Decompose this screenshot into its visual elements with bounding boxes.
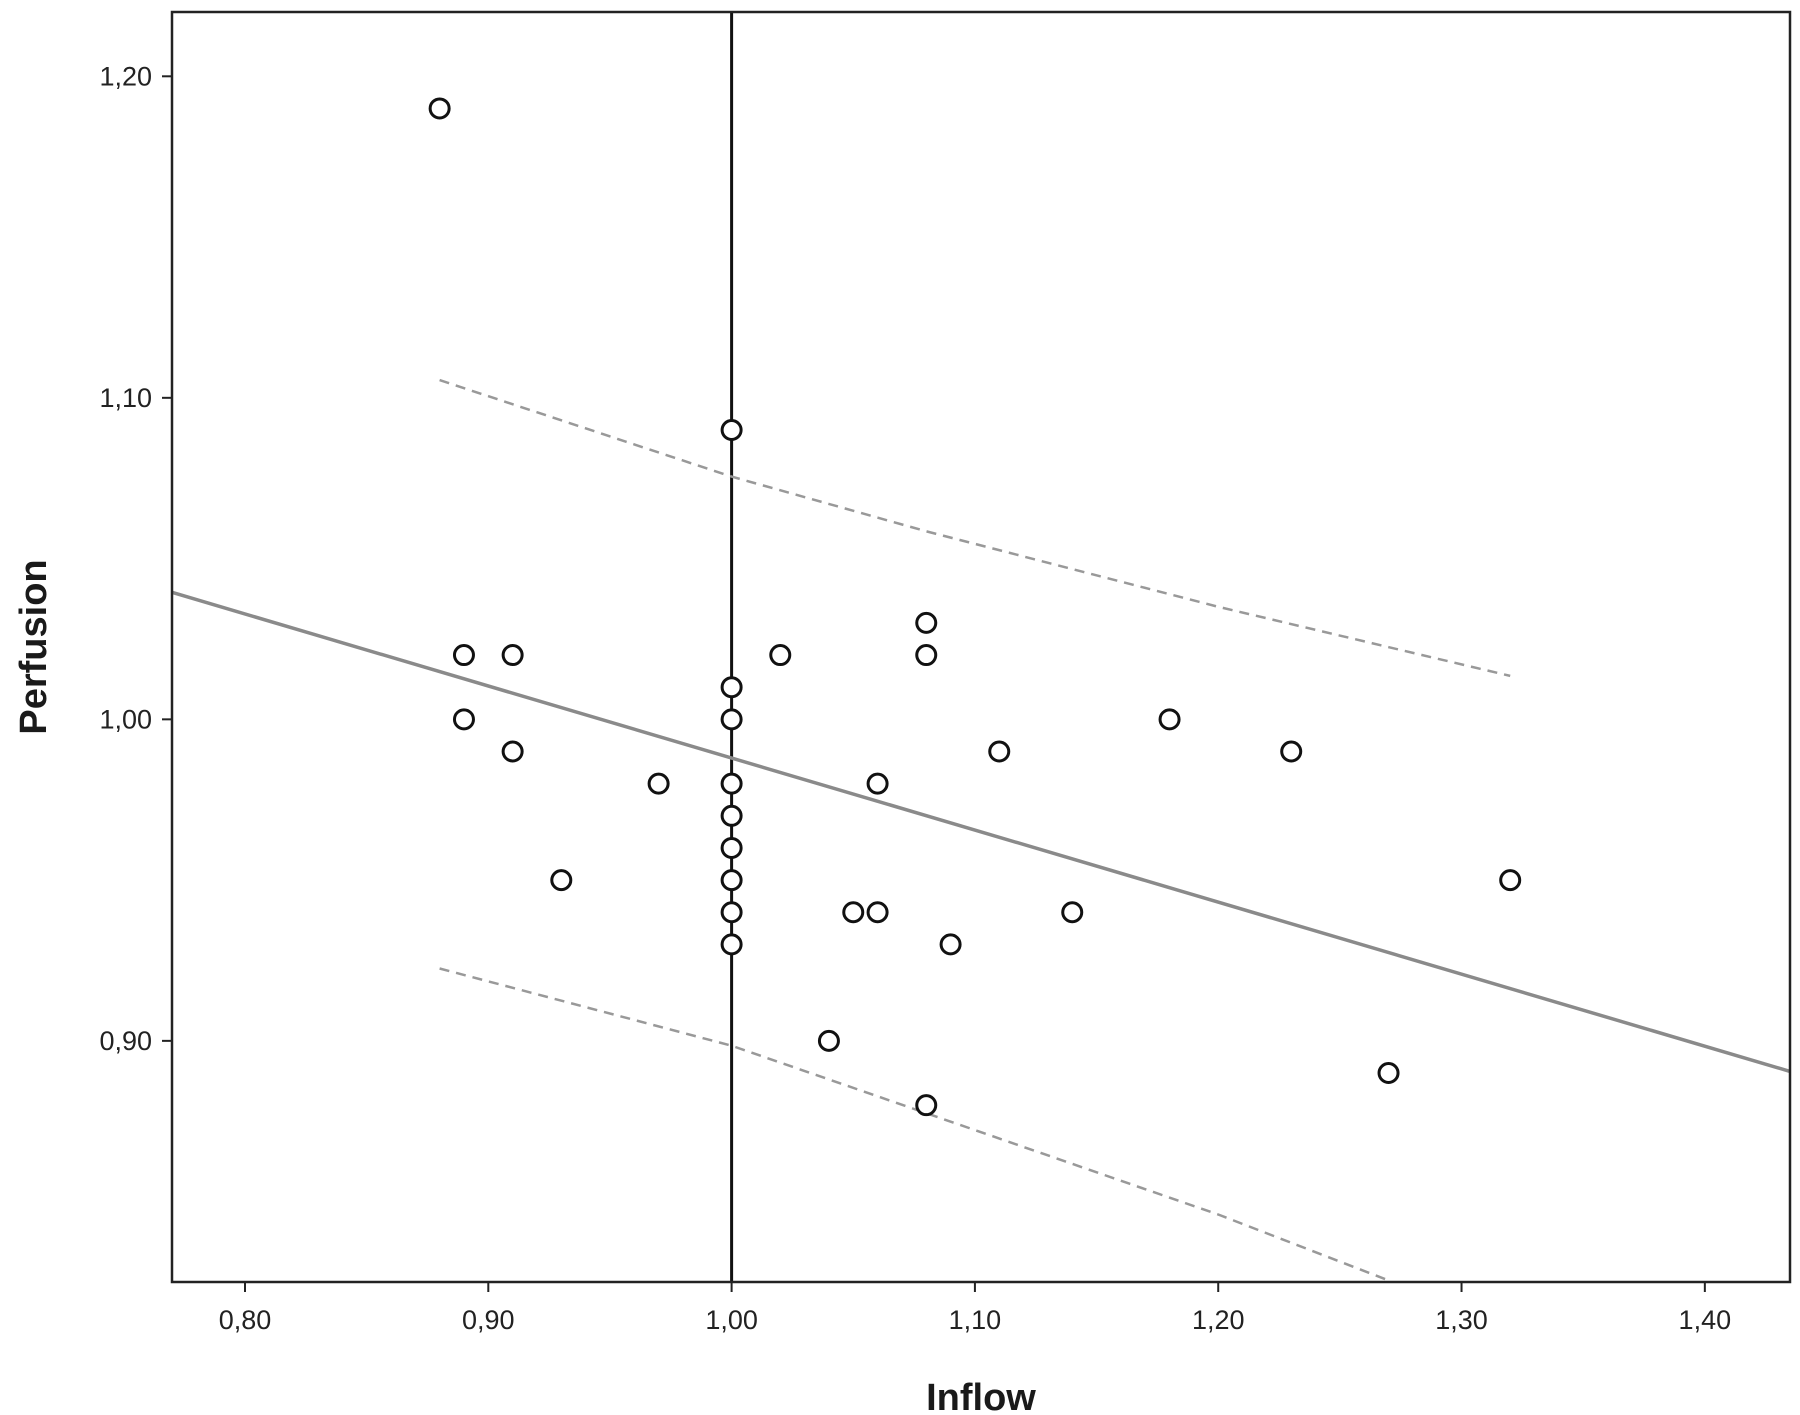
x-tick-label: 0,90 [462,1305,515,1335]
lower-confidence-band [439,967,1389,1282]
data-point [550,869,573,892]
y-tick-label: 1,00 [99,704,152,734]
data-point [720,418,743,441]
plot-area-frame [170,10,1792,1284]
data-point [915,1094,938,1117]
regression-line [171,590,1791,1074]
x-tick-label: 0,80 [219,1305,272,1335]
data-point [720,772,743,795]
data-point [501,740,524,763]
data-point [720,901,743,924]
x-tick-label: 1,30 [1435,1305,1488,1335]
data-point [720,708,743,731]
data-point [452,708,475,731]
data-point [915,644,938,667]
y-tick-label: 0,90 [99,1026,152,1056]
data-point [647,772,670,795]
data-point [720,836,743,859]
data-point [842,901,865,924]
data-point [720,869,743,892]
x-axis-title: Inflow [926,1377,1036,1415]
data-point [720,804,743,827]
data-point [720,933,743,956]
data-point [866,901,889,924]
data-points-layer [428,97,1522,1117]
x-tick-label: 1,40 [1679,1305,1732,1335]
data-point [1061,901,1084,924]
data-point [988,740,1011,763]
data-point [720,676,743,699]
data-point [1158,708,1181,731]
y-tick-label: 1,10 [99,383,152,413]
upper-confidence-band [439,378,1511,678]
x-tick-label: 1,10 [949,1305,1002,1335]
data-point [915,611,938,634]
data-point [939,933,962,956]
data-point [769,644,792,667]
x-axis-ticks: 0,80 0,90 1,00 1,10 1,20 1,30 1,40 [219,1282,1731,1335]
data-point [452,644,475,667]
data-point [428,97,451,120]
data-point [866,772,889,795]
data-point [1377,1062,1400,1085]
y-axis-ticks: 0,90 1,00 1,10 1,20 [99,61,172,1056]
data-point [1499,869,1522,892]
fit-line-layer [171,590,1791,1074]
confidence-band-layer [439,378,1511,1282]
x-tick-label: 1,00 [705,1305,758,1335]
y-tick-label: 1,20 [99,61,152,91]
data-point [501,644,524,667]
data-point [817,1029,840,1052]
x-tick-label: 1,20 [1192,1305,1245,1335]
data-point [1280,740,1303,763]
y-axis-title: Perfusion [13,559,55,734]
